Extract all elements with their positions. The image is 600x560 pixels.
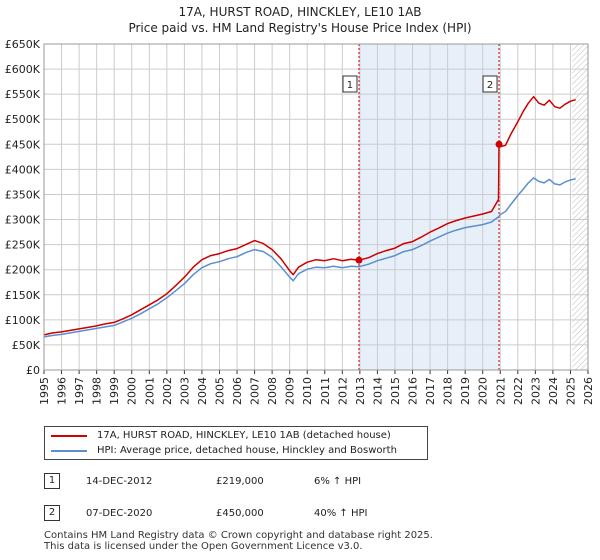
transaction-date: 07-DEC-2020 [86,508,153,519]
x-tick-label: 2011 [319,377,332,405]
y-tick-label: £600K [5,63,41,76]
x-tick-label: 2021 [494,377,507,405]
transaction-number-badge: 1 [44,473,60,489]
legend-swatch-property [51,435,87,437]
y-tick-label: £300K [5,214,41,227]
legend-swatch-hpi [51,450,87,452]
x-tick-label: 2013 [354,377,367,405]
x-tick-label: 1996 [56,377,69,405]
y-tick-label: £0 [26,364,40,377]
annotation-label: 2 [487,80,493,91]
forecast-hatch [572,44,588,370]
x-tick-label: 2003 [178,377,191,405]
x-tick-label: 1995 [38,377,51,405]
y-tick-label: £350K [5,188,41,201]
x-tick-label: 2015 [389,377,402,405]
y-tick-label: £500K [5,113,41,126]
sale-point [495,140,503,148]
transaction-row: 2 07-DEC-2020 £450,000 40% ↑ HPI [44,503,464,525]
x-tick-label: 2025 [564,377,577,405]
chart-subtitle: Price paid vs. HM Land Registry's House … [128,21,472,35]
x-tick-label: 2023 [529,377,542,405]
annotation-box [482,75,498,93]
transaction-date: 14-DEC-2012 [86,476,153,487]
transaction-hpi-change: 40% ↑ HPI [314,508,368,519]
x-tick-label: 2012 [336,377,349,405]
transaction-hpi-change: 6% ↑ HPI [314,476,362,487]
plot-frame [43,43,589,371]
chart-title: 17A, HURST ROAD, HINCKLEY, LE10 1AB [178,5,422,19]
x-tick-label: 2014 [371,377,384,405]
y-tick-label: £550K [5,88,41,101]
transaction-price: £450,000 [216,508,264,519]
y-tick-label: £650K [5,38,41,51]
y-tick-label: £100K [5,314,41,327]
x-tick-label: 2005 [213,377,226,405]
transaction-number-badge: 2 [44,505,60,521]
x-tick-label: 2018 [442,377,455,405]
x-tick-label: 2019 [459,377,472,405]
x-tick-label: 2001 [143,377,156,405]
x-tick-label: 2020 [477,377,490,405]
x-tick-label: 2008 [266,377,279,405]
y-tick-label: £250K [5,239,41,252]
y-tick-label: £450K [5,138,41,151]
sale-point [355,256,363,264]
price-chart: £0 £50K £100K £150K £200K £250K £300K £350K £400… [5,38,595,405]
x-tick-label: 1998 [91,377,104,405]
transaction-row: 1 14-DEC-2012 £219,000 6% ↑ HPI [44,471,464,493]
legend-label-property: 17A, HURST ROAD, HINCKLEY, LE10 1AB (det… [97,430,391,441]
annotation-label: 1 [347,80,353,91]
x-tick-label: 2002 [161,377,174,405]
x-tick-label: 2010 [301,377,314,405]
legend: 17A, HURST ROAD, HINCKLEY, LE10 1AB (det… [44,426,428,460]
x-tick-label: 2007 [249,377,262,405]
legend-label-hpi: HPI: Average price, detached house, Hinc… [97,445,397,456]
y-tick-label: £200K [5,264,41,277]
x-tick-label: 2022 [512,377,525,405]
x-tick-label: 2009 [284,377,297,405]
y-tick-label: £150K [5,289,41,302]
x-tick-label: 2024 [547,377,560,405]
chart-title-block: 17A, HURST ROAD, HINCKLEY, LE10 1AB Pric… [0,4,600,36]
footer-copyright: Contains HM Land Registry data © Crown c… [44,530,433,541]
x-tick-label: 2026 [582,377,595,405]
footer-licence: This data is licensed under the Open Gov… [44,541,363,552]
x-tick-label: 1997 [73,377,86,405]
x-tick-label: 2004 [196,377,209,405]
x-tick-label: 2006 [231,377,244,405]
x-tick-label: 1999 [108,377,121,405]
x-tick-label: 2016 [407,377,420,405]
shaded-region [358,44,500,370]
transaction-price: £219,000 [216,476,264,487]
hpi-line [43,177,576,338]
annotation-box [342,75,358,93]
x-tick-label: 2000 [126,377,139,405]
footer: Contains HM Land Registry data © Crown c… [44,530,433,552]
x-tick-label: 2017 [424,377,437,405]
y-tick-label: £50K [12,339,41,352]
property-price-line [43,95,576,336]
y-tick-label: £400K [5,163,41,176]
